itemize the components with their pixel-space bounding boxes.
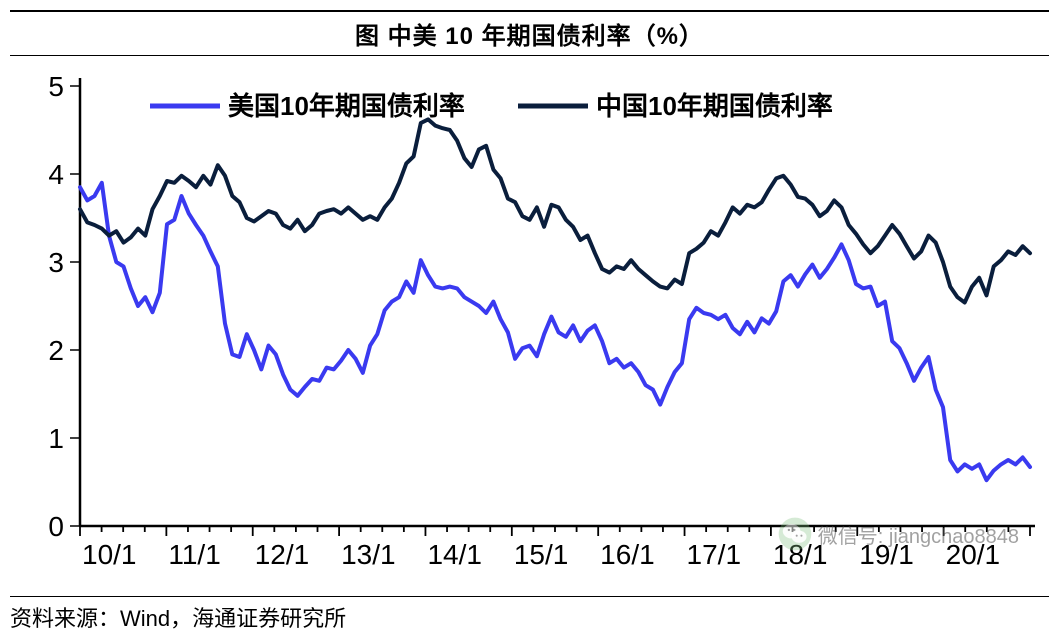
svg-text:15/1: 15/1 [514, 539, 569, 570]
svg-text:3: 3 [48, 247, 64, 278]
svg-text:11/1: 11/1 [168, 539, 220, 570]
watermark-text: 微信号: jiangchao8848 [818, 520, 1019, 549]
chart-plot-area: 01234510/111/112/113/114/115/116/117/118… [10, 56, 1049, 596]
svg-text:12/1: 12/1 [255, 539, 310, 570]
svg-text:13/1: 13/1 [341, 539, 396, 570]
svg-text:2: 2 [48, 335, 64, 366]
svg-text:美国10年期国债利率: 美国10年期国债利率 [228, 91, 465, 121]
svg-text:0: 0 [48, 511, 64, 542]
chart-source: 资料来源：Wind，海通证券研究所 [10, 596, 1049, 633]
svg-text:5: 5 [48, 71, 64, 102]
wechat-icon [778, 517, 812, 551]
svg-text:中国10年期国债利率: 中国10年期国债利率 [596, 91, 833, 121]
chart-svg: 01234510/111/112/113/114/115/116/117/118… [10, 56, 1049, 596]
svg-text:14/1: 14/1 [427, 539, 482, 570]
svg-text:16/1: 16/1 [600, 539, 655, 570]
chart-container: 图 中美 10 年期国债利率（%） 0 1 2 3 4 5 10/1 11/1 12/1 13/1… [10, 10, 1049, 633]
chart-title: 图 中美 10 年期国债利率（%） [10, 10, 1049, 56]
watermark: 微信号: jiangchao8848 [778, 517, 1019, 551]
svg-text:1: 1 [48, 423, 64, 454]
svg-text:10/1: 10/1 [82, 539, 137, 570]
svg-text:4: 4 [48, 159, 64, 190]
svg-text:17/1: 17/1 [687, 539, 742, 570]
